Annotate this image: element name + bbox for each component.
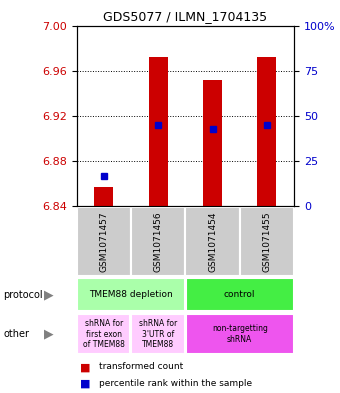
FancyBboxPatch shape <box>132 314 185 354</box>
Text: non-targetting
shRNA: non-targetting shRNA <box>212 324 268 344</box>
Text: GSM1071456: GSM1071456 <box>154 211 163 272</box>
FancyBboxPatch shape <box>77 314 130 354</box>
Text: GSM1071454: GSM1071454 <box>208 211 217 272</box>
Text: TMEM88 depletion: TMEM88 depletion <box>89 290 173 299</box>
Text: ■: ■ <box>80 362 90 372</box>
Text: ■: ■ <box>80 379 90 389</box>
Text: control: control <box>224 290 255 299</box>
FancyBboxPatch shape <box>76 207 131 276</box>
Bar <box>94 187 113 206</box>
Text: protocol: protocol <box>3 290 43 300</box>
Text: shRNA for
first exon
of TMEM88: shRNA for first exon of TMEM88 <box>83 319 125 349</box>
Title: GDS5077 / ILMN_1704135: GDS5077 / ILMN_1704135 <box>103 10 267 23</box>
Text: ▶: ▶ <box>44 327 54 341</box>
Text: transformed count: transformed count <box>99 362 183 371</box>
FancyBboxPatch shape <box>185 207 240 276</box>
Text: GSM1071455: GSM1071455 <box>262 211 271 272</box>
Bar <box>203 80 222 206</box>
FancyBboxPatch shape <box>186 314 293 354</box>
Bar <box>149 57 168 206</box>
Bar <box>257 57 276 206</box>
FancyBboxPatch shape <box>186 279 293 311</box>
Text: shRNA for
3'UTR of
TMEM88: shRNA for 3'UTR of TMEM88 <box>139 319 177 349</box>
Text: ▶: ▶ <box>44 288 54 301</box>
Text: GSM1071457: GSM1071457 <box>99 211 108 272</box>
Text: other: other <box>3 329 29 339</box>
FancyBboxPatch shape <box>240 207 294 276</box>
FancyBboxPatch shape <box>77 279 185 311</box>
FancyBboxPatch shape <box>131 207 185 276</box>
Text: percentile rank within the sample: percentile rank within the sample <box>99 379 252 388</box>
